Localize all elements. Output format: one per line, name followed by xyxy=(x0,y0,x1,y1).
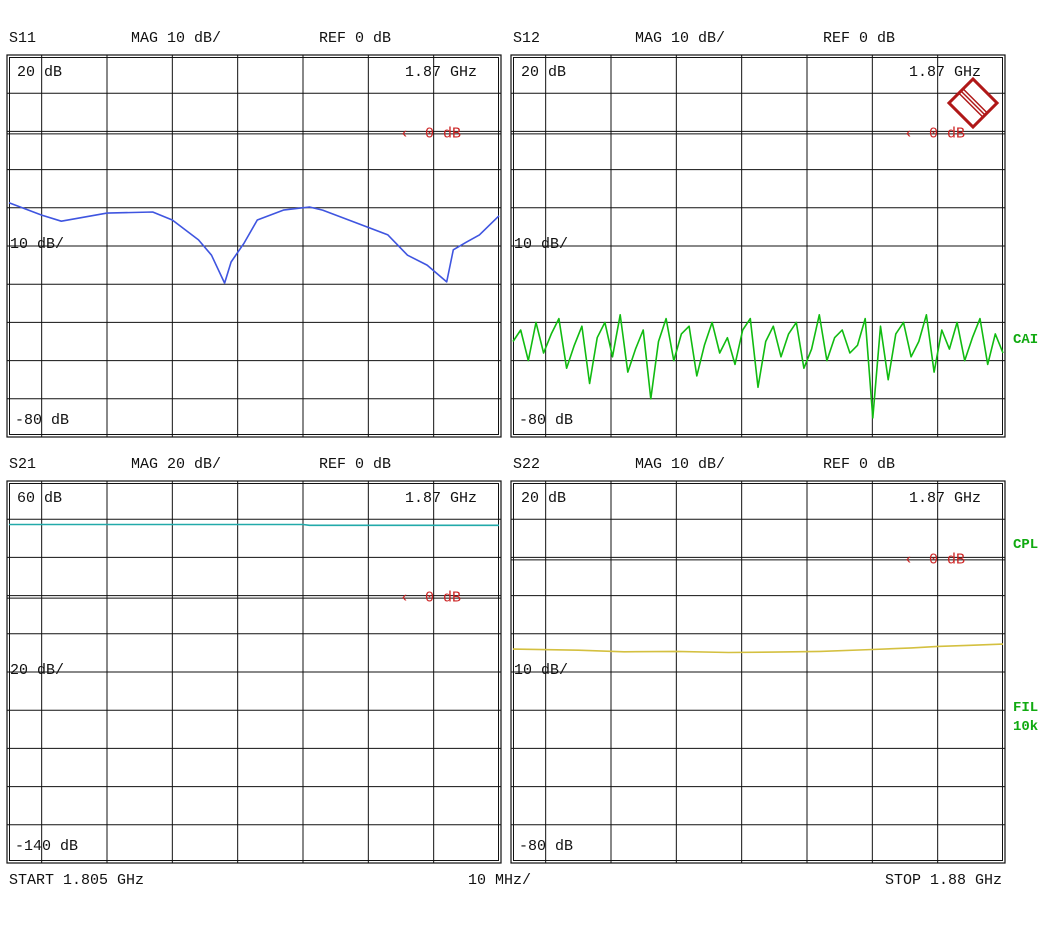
reference-marker-arrow: ‹ xyxy=(400,590,409,607)
top-scale-label: 20 dB xyxy=(521,64,566,81)
reference-marker-value: 0 dB xyxy=(425,125,461,142)
panel-s12: S12 MAG 10 dB/REF 0 dB 20 dB 1.87 GHz 10 dB/… xyxy=(510,30,1006,438)
scale-format: MAG 10 dB/ xyxy=(635,30,725,47)
panel-s11: S11 MAG 10 dB/REF 0 dB 20 dB 1.87 GHz 10 dB/… xyxy=(6,30,502,438)
side-label-fil-bw: 10k xyxy=(1013,719,1038,735)
trace-name: S22 xyxy=(513,456,540,473)
start-frequency: START 1.805 GHz xyxy=(9,872,144,889)
reference-marker-value: 0 dB xyxy=(425,590,461,607)
reference-level: REF 0 dB xyxy=(823,30,895,47)
side-label-cai: CAI xyxy=(1013,332,1038,348)
panel-s22: S22 MAG 10 dB/REF 0 dB 20 dB 1.87 GHz 10 dB/… xyxy=(510,456,1006,864)
division-label: 20 dB/ xyxy=(10,662,64,679)
trace-name: S12 xyxy=(513,30,540,47)
side-label-fil: FIL xyxy=(1013,700,1038,716)
division-label: 10 dB/ xyxy=(10,236,64,253)
reference-level: REF 0 dB xyxy=(319,456,391,473)
bottom-scale-label: -80 dB xyxy=(519,838,573,855)
side-label-cpl: CPL xyxy=(1013,537,1038,553)
rs-logo xyxy=(946,76,1000,130)
top-scale-label: 20 dB xyxy=(17,64,62,81)
reference-marker-value: 0 dB xyxy=(929,125,965,142)
top-scale-label: 60 dB xyxy=(17,490,62,507)
marker-frequency: 1.87 GHz xyxy=(909,490,981,507)
reference-marker-arrow: ‹ xyxy=(904,125,913,142)
division-label: 10 dB/ xyxy=(514,662,568,679)
marker-frequency: 1.87 GHz xyxy=(405,64,477,81)
reference-marker-arrow: ‹ xyxy=(904,551,913,568)
scale-format: MAG 10 dB/ xyxy=(131,30,221,47)
trace-name: S21 xyxy=(9,456,36,473)
trace-name: S11 xyxy=(9,30,36,47)
top-scale-label: 20 dB xyxy=(521,490,566,507)
reference-level: REF 0 dB xyxy=(319,30,391,47)
reference-marker-arrow: ‹ xyxy=(400,125,409,142)
reference-level: REF 0 dB xyxy=(823,456,895,473)
scale-format: MAG 20 dB/ xyxy=(131,456,221,473)
bottom-scale-label: -140 dB xyxy=(15,838,78,855)
bottom-scale-label: -80 dB xyxy=(15,412,69,429)
reference-marker-value: 0 dB xyxy=(929,551,965,568)
division-label: 10 dB/ xyxy=(514,236,568,253)
trace-s11 xyxy=(8,202,500,284)
marker-frequency: 1.87 GHz xyxy=(405,490,477,507)
marker-frequency: 1.87 GHz xyxy=(909,64,981,81)
panel-s21: S21 MAG 20 dB/REF 0 dB 60 dB 1.87 GHz 20 dB/… xyxy=(6,456,502,864)
span-per-division: 10 MHz/ xyxy=(468,872,531,889)
trace-s12 xyxy=(512,313,1004,419)
scale-format: MAG 10 dB/ xyxy=(635,456,725,473)
trace-s21 xyxy=(9,523,499,527)
bottom-scale-label: -80 dB xyxy=(519,412,573,429)
stop-frequency: STOP 1.88 GHz xyxy=(885,872,1002,889)
trace-s22 xyxy=(512,643,1004,654)
